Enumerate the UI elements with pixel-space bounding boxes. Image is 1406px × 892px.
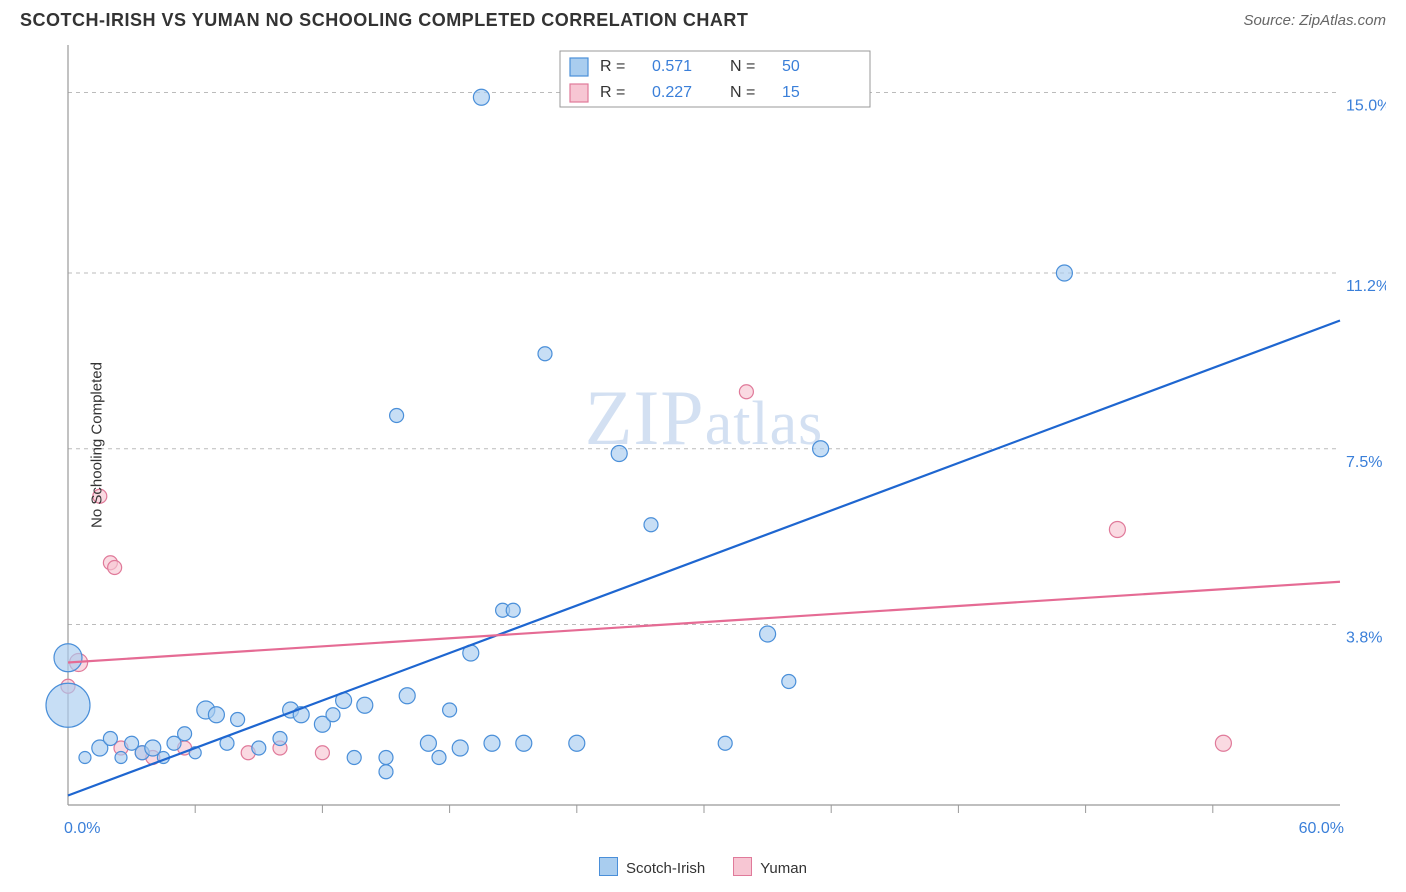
legend-swatch: [733, 857, 752, 876]
data-point: [452, 740, 468, 756]
stats-box: R = 0.571 N = 50 R = 0.227 N = 15: [560, 51, 870, 107]
data-point: [54, 644, 82, 672]
data-point: [115, 752, 127, 764]
stats-R-label: R =: [600, 84, 625, 101]
data-point: [390, 409, 404, 423]
data-point: [315, 746, 329, 760]
data-point: [108, 561, 122, 575]
stats-N-value: 50: [782, 58, 800, 75]
data-point: [347, 751, 361, 765]
data-point: [273, 732, 287, 746]
data-point: [357, 697, 373, 713]
data-point: [1109, 522, 1125, 538]
data-point: [782, 675, 796, 689]
y-grid-label: 11.2%: [1346, 278, 1386, 295]
data-point: [379, 765, 393, 779]
regression-line: [68, 582, 1340, 663]
legend-swatch: [570, 58, 588, 76]
stats-R-value: 0.227: [652, 84, 692, 101]
legend-swatch: [570, 84, 588, 102]
stats-R-value: 0.571: [652, 58, 692, 75]
y-grid-label: 15.0%: [1346, 98, 1386, 115]
data-point: [484, 735, 500, 751]
data-point: [178, 727, 192, 741]
stats-N-label: N =: [730, 58, 755, 75]
legend-item: Scotch-Irish: [599, 857, 705, 877]
y-grid-label: 7.5%: [1346, 454, 1382, 471]
stats-R-label: R =: [600, 58, 625, 75]
legend-swatch: [599, 857, 618, 876]
correlation-scatter-chart: 3.8%7.5%11.2%15.0%0.0%60.0%ZIPatlasR =0.…: [20, 35, 1386, 855]
data-point: [506, 603, 520, 617]
page-title: SCOTCH-IRISH VS YUMAN NO SCHOOLING COMPL…: [20, 10, 748, 31]
legend-item: Yuman: [733, 857, 807, 877]
data-point: [516, 735, 532, 751]
data-point: [79, 752, 91, 764]
data-point: [739, 385, 753, 399]
y-axis-label: No Schooling Completed: [88, 362, 105, 528]
y-grid-label: 3.8%: [1346, 630, 1382, 647]
data-point: [432, 751, 446, 765]
data-point: [420, 735, 436, 751]
data-point: [718, 736, 732, 750]
data-point: [473, 89, 489, 105]
source-credit: Source: ZipAtlas.com: [1243, 12, 1386, 29]
data-point: [611, 446, 627, 462]
data-point: [46, 683, 90, 727]
data-point: [569, 735, 585, 751]
data-point: [399, 688, 415, 704]
data-point: [644, 518, 658, 532]
legend-label: Yuman: [760, 860, 807, 877]
data-point: [443, 703, 457, 717]
data-point: [760, 626, 776, 642]
footer-legend: Scotch-Irish Yuman: [0, 857, 1406, 877]
data-point: [208, 707, 224, 723]
x-max-label: 60.0%: [1299, 820, 1344, 837]
data-point: [538, 347, 552, 361]
data-point: [1215, 735, 1231, 751]
data-point: [1056, 265, 1072, 281]
data-point: [813, 441, 829, 457]
stats-N-label: N =: [730, 84, 755, 101]
data-point: [379, 751, 393, 765]
data-point: [326, 708, 340, 722]
data-point: [103, 732, 117, 746]
legend-label: Scotch-Irish: [626, 860, 705, 877]
stats-N-value: 15: [782, 84, 800, 101]
data-point: [252, 741, 266, 755]
data-point: [231, 713, 245, 727]
x-min-label: 0.0%: [64, 820, 100, 837]
